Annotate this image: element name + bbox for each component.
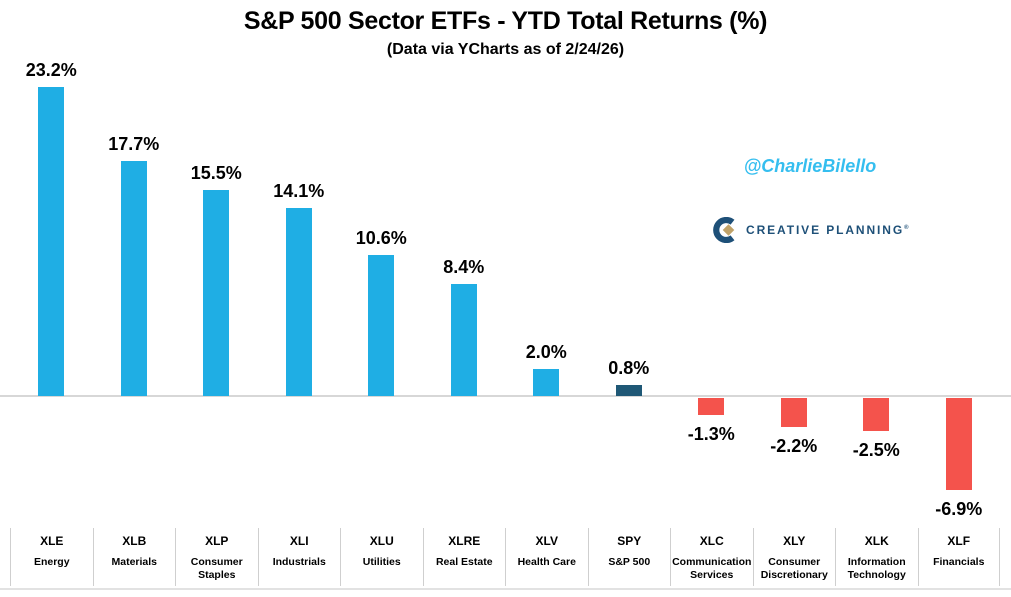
sector-name-label: Financials — [933, 556, 985, 568]
bar-XLY — [780, 398, 807, 428]
bar-XLE — [38, 87, 65, 396]
category-cell-XLV: XLV Health Care — [505, 528, 588, 586]
value-label-SPY: 0.8% — [608, 358, 650, 379]
category-cell-SPY: SPY S&P 500 — [587, 528, 671, 586]
value-label-XLRE: 8.4% — [443, 257, 485, 278]
zero-axis-line — [0, 395, 1011, 397]
ticker-label: SPY — [617, 534, 642, 548]
ticker-label: XLK — [864, 534, 889, 548]
value-label-XLY: -2.2% — [770, 436, 818, 457]
sector-name-label: Industrials — [272, 556, 326, 568]
category-cell-XLP: XLP Consumer Staples — [175, 528, 258, 586]
category-cell-XLRE: XLRE Real Estate — [422, 528, 506, 586]
plot-area: 23.2% 17.7% 15.5% 14.1% 10.6% 8.4% 2.0% 0.8% -1.… — [0, 60, 1011, 519]
ticker-label: XLC — [699, 534, 724, 548]
value-label-XLC: -1.3% — [687, 424, 735, 445]
bar-XLI — [285, 208, 312, 396]
creative-planning-logo: CREATIVE PLANNING® — [712, 217, 910, 243]
category-cell-XLF: XLF Financials — [917, 528, 1000, 586]
bar-XLC — [698, 398, 725, 416]
category-cell-XLI: XLI Industrials — [257, 528, 341, 586]
category-cell-XLK: XLK Information Technology — [835, 528, 918, 586]
sector-name-label: S&P 500 — [608, 556, 651, 568]
category-cell-XLB: XLB Materials — [92, 528, 176, 586]
bar-XLP — [203, 189, 230, 396]
bar-SPY — [615, 385, 642, 396]
ticker-label: XLB — [122, 534, 147, 548]
bar-XLRE — [450, 284, 477, 396]
chart-subtitle: (Data via YCharts as of 2/24/26) — [386, 41, 625, 58]
ticker-label: XLU — [369, 534, 394, 548]
category-cell-XLC: XLC Communication Services — [670, 528, 753, 586]
registered-mark: ® — [904, 225, 911, 231]
bar-XLV — [533, 369, 560, 396]
ticker-label: XLI — [289, 534, 309, 548]
sector-name-label: Materials — [111, 556, 158, 568]
category-cell-XLY: XLY Consumer Discretionary — [752, 528, 836, 586]
ticker-label: XLP — [205, 534, 229, 548]
value-label-XLV: 2.0% — [525, 342, 567, 363]
bar-XLF — [945, 398, 972, 490]
bar-XLU — [368, 255, 395, 396]
value-label-XLE: 23.2% — [25, 60, 77, 81]
value-label-XLP: 15.5% — [190, 162, 242, 183]
sector-name-label: Information Technology — [847, 556, 906, 581]
bar-XLK — [863, 398, 890, 432]
creative-planning-c-icon — [713, 217, 735, 243]
bottom-border-line — [0, 588, 1011, 590]
value-label-XLI: 14.1% — [273, 181, 325, 202]
sector-name-label: Energy — [33, 556, 70, 568]
bar-XLB — [120, 160, 147, 396]
value-label-XLK: -2.5% — [852, 440, 900, 461]
sector-name-label: Communication Services — [672, 556, 752, 581]
value-label-XLF: -6.9% — [935, 498, 983, 519]
sector-name-label: Health Care — [517, 556, 576, 568]
category-axis: XLE Energy XLB Materials XLP Consumer Staples… — [0, 528, 1011, 588]
ticker-label: XLRE — [448, 534, 481, 548]
ticker-label: XLF — [947, 534, 971, 548]
brand-logo-text: CREATIVE PLANNING® — [746, 223, 911, 237]
value-label-XLU: 10.6% — [355, 228, 407, 249]
category-cell-XLU: XLU Utilities — [340, 528, 423, 586]
sector-name-label: Consumer Staples — [190, 556, 243, 581]
watermark-handle: @CharlieBilello — [743, 156, 877, 176]
ticker-label: XLY — [783, 534, 806, 548]
ticker-label: XLE — [40, 534, 64, 548]
chart-title: S&P 500 Sector ETFs - YTD Total Returns … — [243, 7, 768, 35]
sector-name-label: Real Estate — [435, 556, 493, 568]
ticker-label: XLV — [535, 534, 558, 548]
value-label-XLB: 17.7% — [108, 133, 160, 154]
category-cell-XLE: XLE Energy — [10, 528, 93, 586]
sector-name-label: Utilities — [362, 556, 401, 568]
sector-name-label: Consumer Discretionary — [760, 556, 828, 581]
